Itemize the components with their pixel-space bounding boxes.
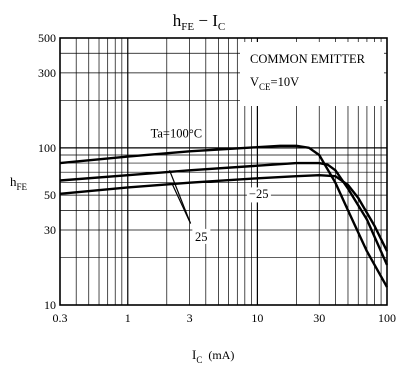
legend-line-common-emitter: COMMON EMITTER xyxy=(250,52,366,66)
series-line-25 xyxy=(59,173,389,252)
legend-box-background xyxy=(240,42,384,106)
x-tick-label: 10 xyxy=(251,311,263,325)
legend-box: COMMON EMITTER VCE=10V xyxy=(240,42,384,106)
x-tick-label: 1 xyxy=(125,311,131,325)
series-layer xyxy=(59,144,389,288)
y-tick-label: 300 xyxy=(38,66,56,80)
y-tick-label: 50 xyxy=(44,188,56,202)
y-tick-label: 500 xyxy=(38,31,56,45)
y-tick-label: 100 xyxy=(38,141,56,155)
series-line-ta-100-c xyxy=(59,144,389,288)
x-tick-label: 0.3 xyxy=(53,311,68,325)
legend-line-vce: VCE=10V xyxy=(250,75,299,92)
y-tick-label: 10 xyxy=(44,298,56,312)
x-tick-labels: 0.3 1 3 10 30 100 xyxy=(53,311,397,325)
annotation-25-leader-lower xyxy=(171,183,192,224)
x-axis-label: IC (mA) xyxy=(192,347,234,365)
plot-frame xyxy=(59,37,388,306)
annotation-minus25-bg xyxy=(246,187,271,203)
y-tick-label: 30 xyxy=(44,223,56,237)
series-line-25 xyxy=(59,161,389,266)
x-tick-label: 30 xyxy=(313,311,325,325)
chart-title: hFE − IC xyxy=(173,11,225,33)
annotation-minus25: −25 xyxy=(249,187,269,201)
annotation-25: 25 xyxy=(195,230,208,244)
x-tick-label: 3 xyxy=(187,311,193,325)
annotation-ta-100c: Ta=100°C xyxy=(151,127,202,141)
annotation-25-bg xyxy=(192,228,211,244)
y-axis-label: hFE xyxy=(10,174,28,192)
x-tick-label: 100 xyxy=(378,311,396,325)
plot-area: 0.3 1 3 10 30 100 10 30 50 100 300 500 COMMON EMIT… xyxy=(38,31,396,325)
y-tick-labels: 10 30 50 100 300 500 xyxy=(38,31,56,312)
annotation-layer: Ta=100°C −25 25 xyxy=(151,127,271,244)
grid-minor xyxy=(60,38,387,305)
